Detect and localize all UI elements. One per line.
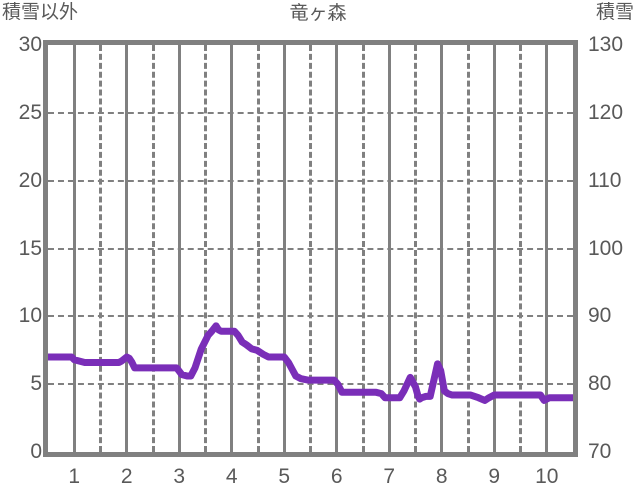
plot-area — [43, 40, 578, 457]
left-tick-label: 0 — [30, 440, 42, 463]
series-line-snow — [48, 322, 573, 404]
x-tick-label: 8 — [435, 465, 448, 488]
x-tick-label: 5 — [278, 465, 291, 488]
x-tick-label: 7 — [383, 465, 396, 488]
chart-title: 竜ヶ森 — [289, 3, 347, 24]
x-tick-label: 9 — [488, 465, 501, 488]
left-tick-label: 25 — [18, 100, 42, 124]
left-tick-label: 5 — [30, 372, 42, 396]
right-tick-label: 90 — [588, 304, 612, 328]
gridline-y-major — [48, 179, 573, 182]
left-tick-label: 20 — [18, 168, 42, 192]
x-tick-label: 10 — [535, 465, 559, 488]
x-tick-label: 4 — [225, 465, 238, 488]
right-tick-label: 120 — [588, 100, 624, 124]
right-tick-label: 110 — [588, 168, 622, 192]
right-axis-title: 積雪 — [595, 2, 634, 23]
x-tick-label: 2 — [120, 465, 133, 488]
left-tick-label: 30 — [18, 33, 42, 56]
plot-inner — [48, 45, 573, 452]
right-tick-label: 130 — [588, 33, 624, 56]
right-tick-label: 80 — [588, 372, 612, 396]
series-canvas — [48, 322, 573, 404]
left-tick-label: 15 — [18, 236, 42, 260]
gridline-y-major — [48, 247, 573, 250]
right-tick-label: 70 — [588, 440, 612, 463]
right-tick-label: 100 — [588, 236, 624, 260]
gridline-y-major — [48, 383, 573, 386]
gridline-y-major — [48, 111, 573, 114]
x-tick-label: 6 — [330, 465, 343, 488]
x-tick-label: 3 — [173, 465, 186, 488]
left-axis-title: 積雪以外 — [2, 2, 79, 23]
left-tick-label: 10 — [18, 304, 42, 328]
x-tick-label: 1 — [68, 465, 81, 488]
gridline-y-major — [48, 315, 573, 318]
